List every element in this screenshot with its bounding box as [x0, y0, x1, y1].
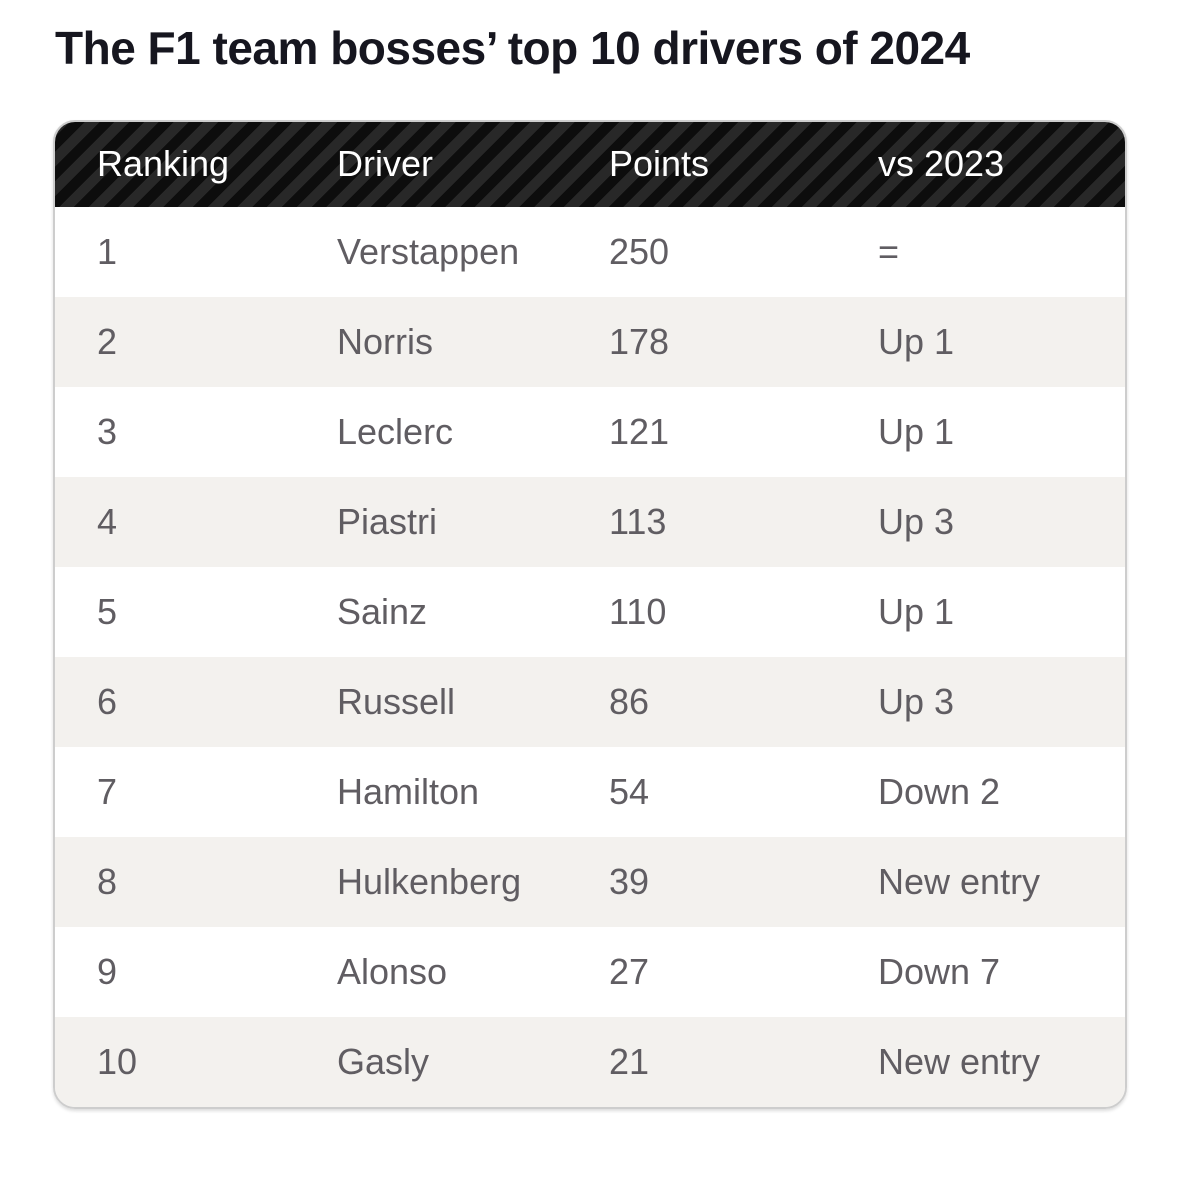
- cell-vs-2023: Up 3: [878, 500, 955, 542]
- cell-ranking: 6: [97, 680, 118, 722]
- cell-driver: Hamilton: [337, 770, 480, 812]
- cell-points: 250: [609, 230, 670, 272]
- table-row: 7 Hamilton 54 Down 2: [55, 746, 1125, 837]
- cell-ranking: 4: [97, 500, 118, 542]
- table-row: 6 Russell 86 Up 3: [55, 656, 1125, 747]
- cell-driver: Verstappen: [337, 230, 520, 272]
- table-row: 5 Sainz 110 Up 1: [55, 566, 1125, 657]
- table-row: 1 Verstappen 250 =: [55, 206, 1125, 297]
- page-title: The F1 team bosses’ top 10 drivers of 20…: [55, 22, 970, 74]
- column-header-vs-2023: vs 2023: [878, 143, 1005, 185]
- cell-driver: Norris: [337, 320, 433, 362]
- table-row: 8 Hulkenberg 39 New entry: [55, 836, 1125, 927]
- table-row: 10 Gasly 21 New entry: [55, 1016, 1125, 1107]
- cell-vs-2023: New entry: [878, 1040, 1041, 1082]
- cell-driver: Alonso: [337, 950, 448, 992]
- cell-points: 121: [609, 410, 670, 452]
- cell-vs-2023: New entry: [878, 860, 1041, 902]
- cell-ranking: 10: [97, 1040, 138, 1082]
- cell-points: 110: [609, 590, 667, 632]
- cell-points: 27: [609, 950, 650, 992]
- cell-points: 113: [609, 500, 667, 542]
- cell-vs-2023: Up 1: [878, 410, 955, 452]
- cell-ranking: 3: [97, 410, 118, 452]
- cell-ranking: 9: [97, 950, 118, 992]
- cell-points: 86: [609, 680, 650, 722]
- cell-vs-2023: Up 1: [878, 590, 955, 632]
- column-header-points: Points: [609, 143, 710, 185]
- cell-driver: Leclerc: [337, 410, 454, 452]
- cell-vs-2023: =: [878, 230, 900, 272]
- cell-vs-2023: Down 2: [878, 770, 1001, 812]
- cell-ranking: 7: [97, 770, 118, 812]
- column-header-ranking: Ranking: [97, 143, 230, 185]
- cell-ranking: 2: [97, 320, 118, 362]
- cell-vs-2023: Up 3: [878, 680, 955, 722]
- cell-points: 178: [609, 320, 670, 362]
- cell-driver: Piastri: [337, 500, 438, 542]
- cell-ranking: 8: [97, 860, 118, 902]
- cell-driver: Russell: [337, 680, 456, 722]
- cell-driver: Hulkenberg: [337, 860, 522, 902]
- cell-ranking: 5: [97, 590, 118, 632]
- cell-driver: Sainz: [337, 590, 428, 632]
- cell-vs-2023: Up 1: [878, 320, 955, 362]
- cell-points: 21: [609, 1040, 650, 1082]
- cell-points: 39: [609, 860, 650, 902]
- cell-driver: Gasly: [337, 1040, 430, 1082]
- column-header-driver: Driver: [337, 143, 433, 185]
- table-row: 9 Alonso 27 Down 7: [55, 926, 1125, 1017]
- cell-points: 54: [609, 770, 650, 812]
- cell-vs-2023: Down 7: [878, 950, 1001, 992]
- rankings-table-card: Ranking Driver Points vs 2023 1 Verstapp…: [53, 119, 1127, 1109]
- table-row: 4 Piastri 113 Up 3: [55, 476, 1125, 567]
- cell-ranking: 1: [97, 230, 118, 272]
- table-row: 3 Leclerc 121 Up 1: [55, 386, 1125, 477]
- table-row: 2 Norris 178 Up 1: [55, 296, 1125, 387]
- table-header-row: Ranking Driver Points vs 2023: [55, 121, 1125, 207]
